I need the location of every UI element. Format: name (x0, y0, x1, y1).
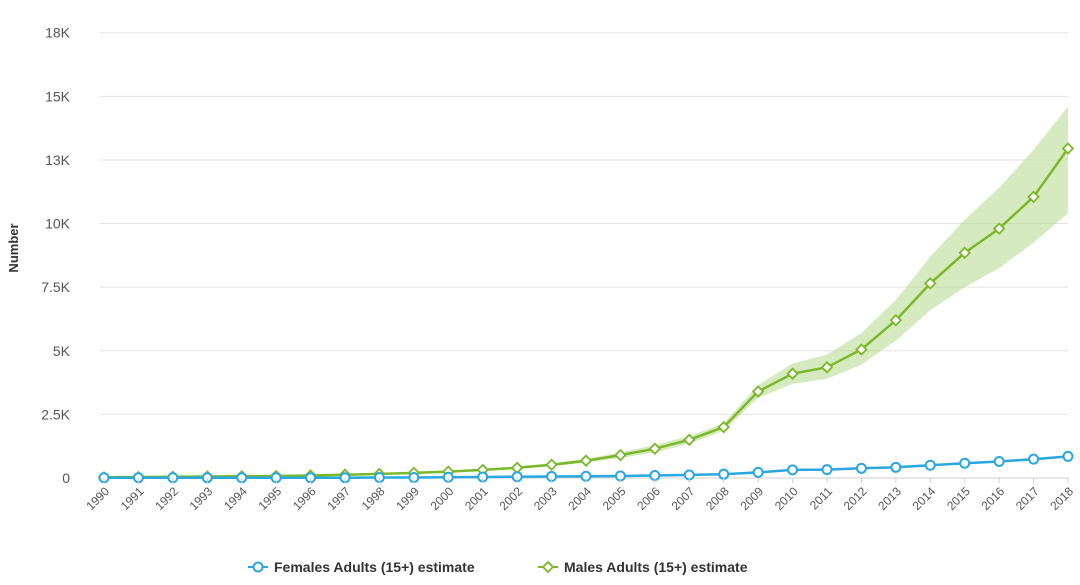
series-1-point[interactable] (717, 420, 730, 434)
x-tick-label: 2014 (910, 484, 939, 513)
x-tick-label: 1990 (83, 484, 112, 513)
series-1-point[interactable] (820, 361, 834, 374)
y-axis-ticks: 0 2.5K 5K 7.5K 10K 13K 15K 18K (41, 25, 70, 486)
series-0-point[interactable] (924, 459, 936, 471)
series-0-point[interactable] (787, 464, 799, 476)
series-1-point[interactable] (889, 313, 903, 327)
series-1-point[interactable] (751, 385, 765, 398)
x-tick-label: 2018 (1047, 484, 1076, 513)
x-tick-label: 2009 (737, 484, 766, 513)
x-tick-label: 2015 (944, 484, 973, 513)
y-tick-label: 2.5K (41, 406, 70, 422)
legend-item-0[interactable]: Females Adults (15+) estimate (248, 559, 475, 575)
x-tick-label: 2003 (531, 484, 560, 513)
series-1-point[interactable] (683, 433, 696, 447)
x-tick-label: 2007 (669, 484, 698, 513)
y-tick-label: 13K (45, 152, 71, 168)
series-1-point[interactable] (855, 343, 868, 356)
x-tick-label: 2011 (807, 484, 835, 512)
x-tick-label: 2001 (462, 484, 491, 513)
x-tick-label: 2005 (600, 484, 629, 513)
series-0-point[interactable] (1062, 450, 1074, 462)
x-tick-label: 1993 (187, 484, 216, 513)
legend-label: Females Adults (15+) estimate (274, 559, 475, 575)
legend-item-1[interactable]: Males Adults (15+) estimate (538, 559, 748, 575)
y-tick-label: 10K (45, 216, 71, 232)
y-tick-label: 18K (45, 25, 71, 41)
x-tick-label: 2013 (875, 484, 904, 513)
x-tick-label: 2004 (565, 484, 594, 513)
x-tick-label: 1992 (152, 484, 181, 513)
x-tick-label: 2002 (496, 484, 525, 513)
series-0-point[interactable] (752, 466, 764, 478)
x-axis-ticks: 1990 1991 1992 1993 1994 1995 1996 1997 1998 1999… (83, 478, 1076, 513)
series-1-point[interactable] (924, 277, 937, 290)
series-0-point[interactable] (993, 455, 1005, 467)
x-tick-label: 2006 (634, 484, 663, 513)
series-0-point[interactable] (821, 464, 833, 476)
x-tick-label: 1999 (393, 484, 422, 513)
series-0-point[interactable] (855, 462, 867, 474)
x-tick-label: 2016 (978, 484, 1007, 513)
grid-lines (100, 32, 1068, 479)
x-tick-label: 2017 (1013, 484, 1042, 513)
x-tick-label: 1997 (324, 484, 353, 513)
series-1-point[interactable] (648, 442, 662, 456)
series-0-point[interactable] (959, 457, 971, 469)
y-tick-label: 0 (62, 470, 70, 486)
x-tick-label: 1991 (118, 484, 147, 513)
x-tick-label: 1996 (290, 484, 319, 513)
series-0-point[interactable] (718, 468, 730, 480)
x-tick-label: 1994 (221, 484, 250, 513)
series-1-point[interactable] (1027, 190, 1040, 204)
series-1-point[interactable] (958, 246, 971, 260)
series-markers (97, 142, 1075, 484)
series-1-point[interactable] (614, 448, 627, 462)
series-1-point[interactable] (786, 367, 799, 380)
x-tick-label: 2012 (841, 484, 870, 513)
series-1-point[interactable] (1061, 142, 1075, 155)
x-tick-label: 1995 (255, 484, 284, 513)
legend-marker-diamond-icon (541, 560, 555, 574)
x-tick-label: 2000 (428, 484, 457, 513)
y-tick-label: 15K (45, 88, 71, 104)
series-1-point[interactable] (545, 458, 558, 472)
y-tick-label: 5K (53, 343, 71, 359)
series-1-point[interactable] (992, 222, 1006, 235)
y-axis-title: Number (6, 223, 21, 272)
x-tick-label: 1998 (359, 484, 388, 513)
legend-marker-circle-icon (252, 561, 264, 573)
x-tick-label: 2010 (772, 484, 801, 513)
series-1-point[interactable] (579, 454, 593, 467)
series-0-point[interactable] (890, 461, 902, 473)
x-tick-label: 2008 (703, 484, 732, 513)
y-tick-label: 7.5K (41, 279, 70, 295)
legend: Females Adults (15+) estimate Males Adult… (248, 559, 748, 575)
legend-label: Males Adults (15+) estimate (564, 559, 748, 575)
series-0-point[interactable] (1028, 453, 1040, 465)
